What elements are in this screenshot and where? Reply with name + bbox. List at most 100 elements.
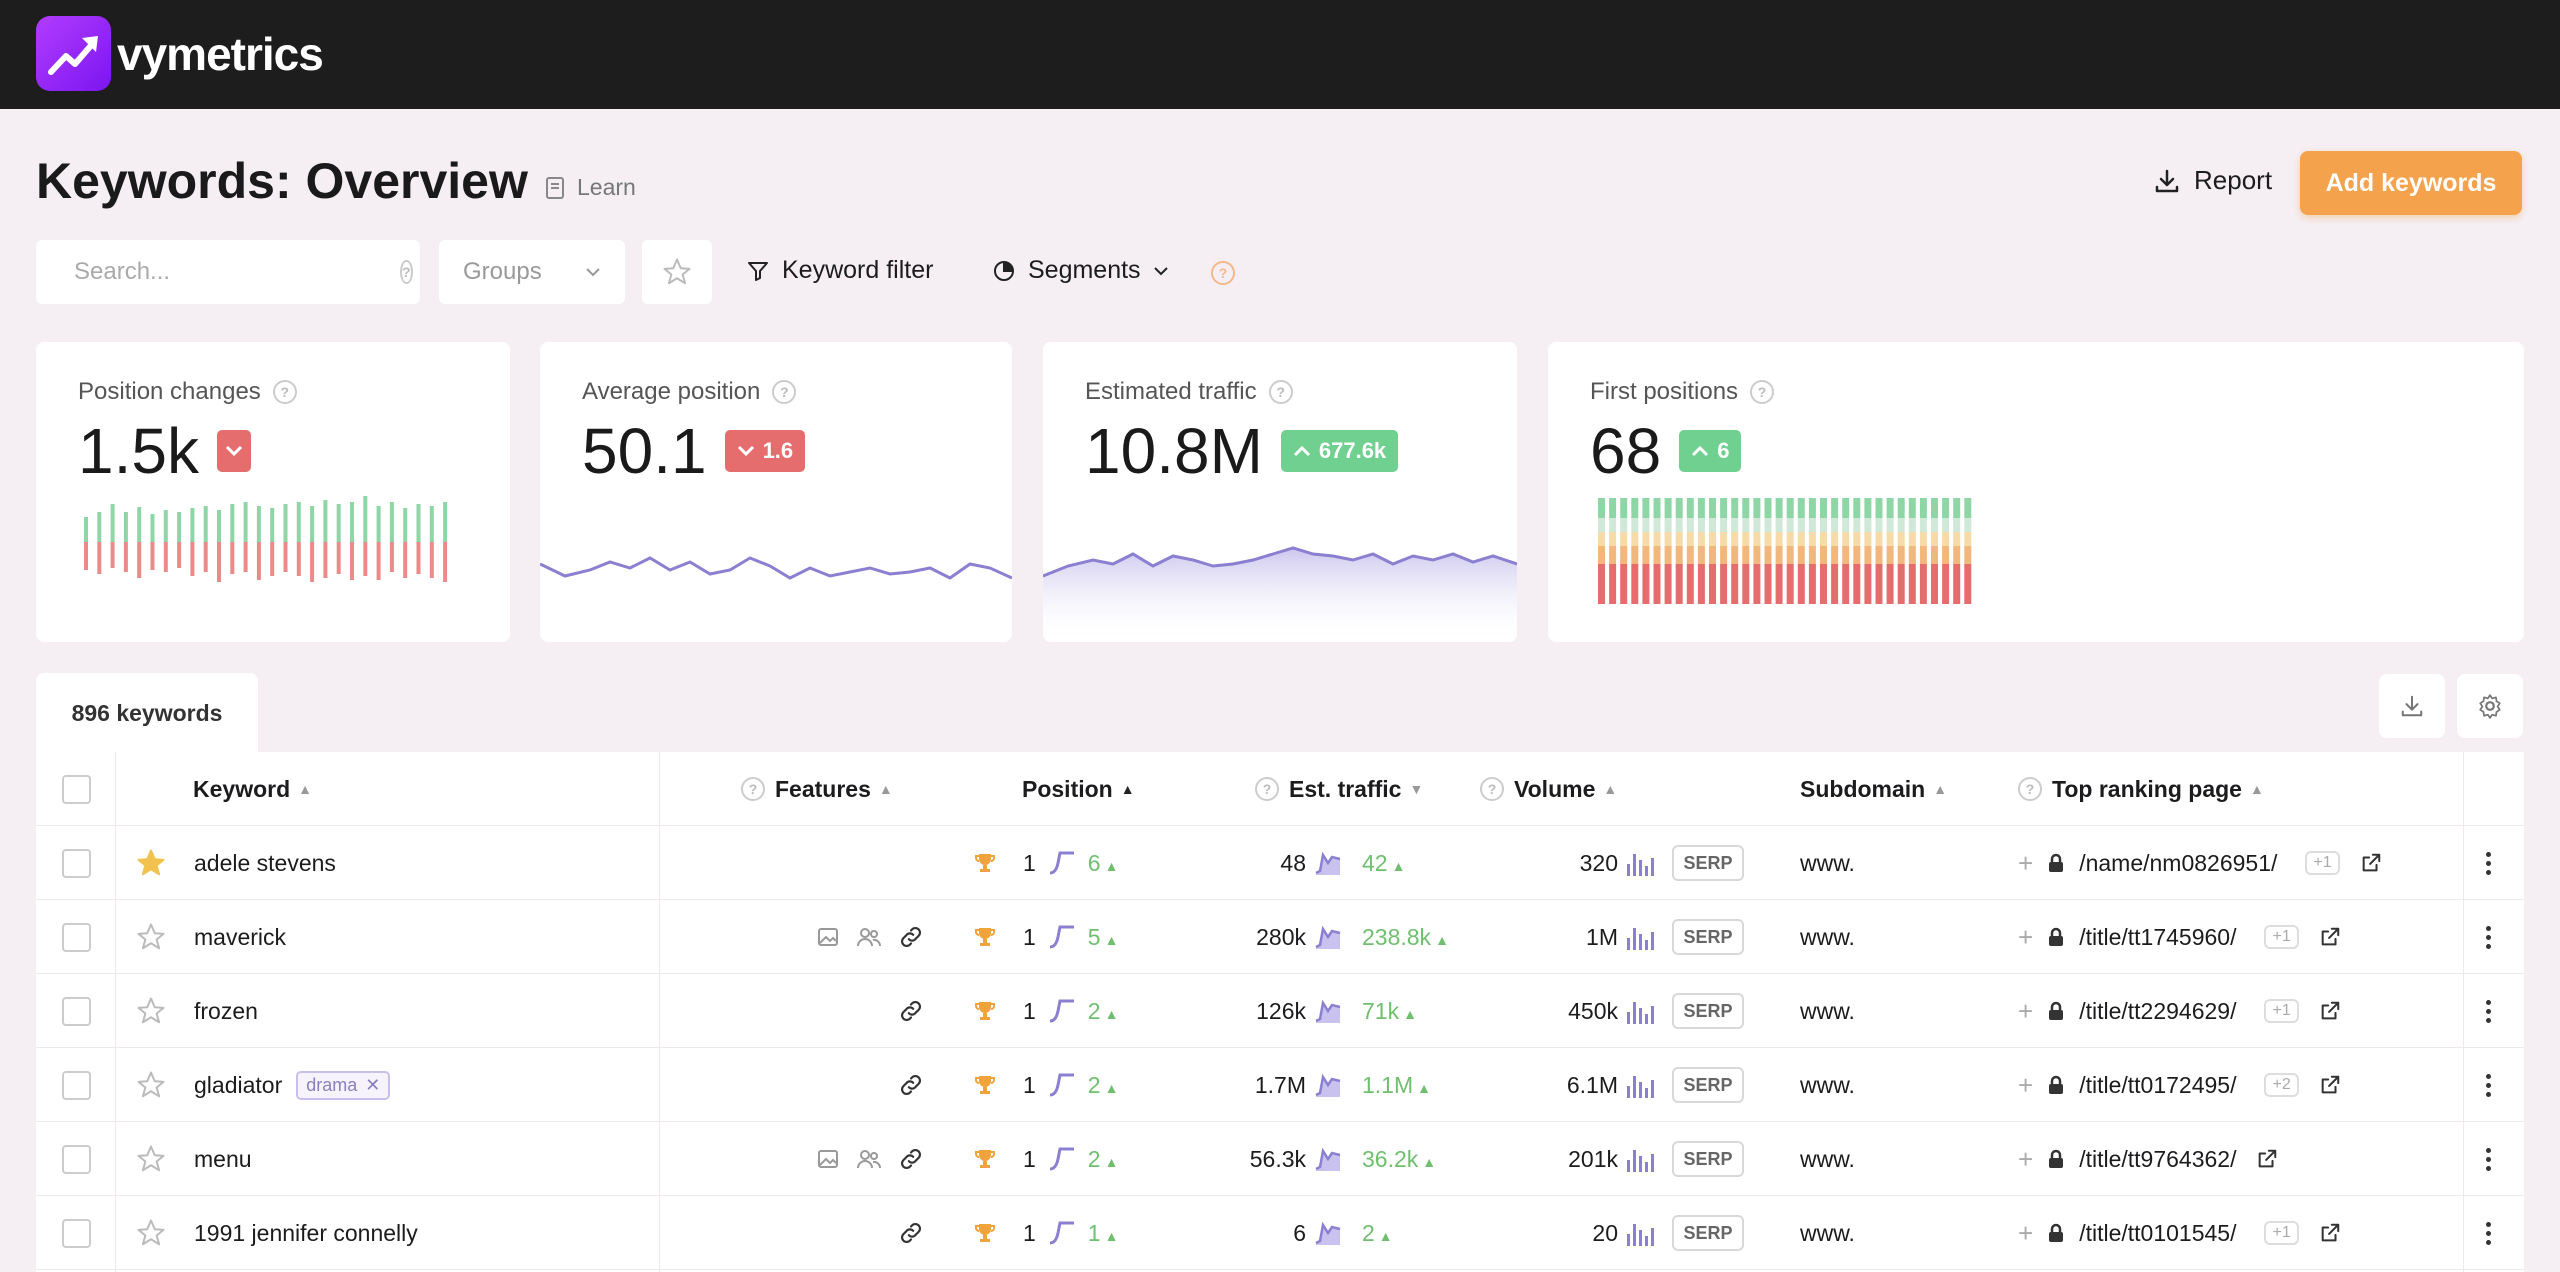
keyword-text[interactable]: frozen	[194, 997, 258, 1024]
serp-button[interactable]: SERP	[1672, 919, 1744, 955]
position-bar-segment	[1620, 546, 1628, 564]
favorites-filter-button[interactable]	[642, 240, 712, 304]
keyword-text[interactable]: maverick	[194, 923, 287, 950]
row-menu-icon[interactable]	[2486, 925, 2491, 949]
position-bar-segment	[1686, 498, 1694, 518]
help-icon[interactable]: ?	[2018, 777, 2042, 801]
column-position[interactable]: Position ▲	[1022, 752, 1135, 826]
keyword-text[interactable]: menu	[194, 1145, 252, 1172]
favorite-toggle[interactable]	[136, 1196, 166, 1270]
help-icon[interactable]: ?	[1480, 777, 1504, 801]
table-row[interactable]: frozen 1 2 ▲ 126k 71k ▲ 450k SERP www. + /title/tt2…	[36, 974, 2524, 1048]
close-icon[interactable]: ✕	[365, 1074, 381, 1095]
select-all-checkbox[interactable]	[62, 774, 91, 804]
column-traffic[interactable]: ? Est. traffic ▼	[1255, 752, 1423, 826]
open-page-button[interactable]	[2360, 852, 2382, 874]
page-link[interactable]: /name/nm0826951/	[2079, 849, 2278, 876]
report-button[interactable]: Report	[2154, 165, 2272, 196]
position-bar-segment	[1742, 546, 1750, 564]
open-page-button[interactable]	[2319, 926, 2341, 948]
plus-icon[interactable]: +	[2018, 1143, 2034, 1174]
open-page-button[interactable]	[2319, 1000, 2341, 1022]
search-help-icon[interactable]: ?	[400, 260, 413, 284]
open-page-button[interactable]	[2319, 1222, 2341, 1244]
help-icon[interactable]: ?	[1268, 380, 1293, 404]
keyword-text[interactable]: 1991 jennifer connelly	[194, 1219, 418, 1246]
table-row[interactable]: gladiator drama ✕ 1 2 ▲ 1.7M 1.1M ▲ 6.1M SERP www. +…	[36, 1048, 2524, 1122]
keyword-tag[interactable]: drama ✕	[296, 1070, 391, 1100]
page-link[interactable]: /title/tt9764362/	[2079, 1145, 2237, 1172]
serp-button[interactable]: SERP	[1672, 1141, 1744, 1177]
row-menu-icon[interactable]	[2486, 1147, 2491, 1171]
page-link[interactable]: /title/tt0101545/	[2079, 1219, 2237, 1246]
favorite-toggle[interactable]	[136, 826, 166, 900]
plus-icon[interactable]: +	[2018, 995, 2034, 1026]
page-link[interactable]: /title/tt2294629/	[2079, 997, 2237, 1024]
segments-dropdown[interactable]: Segments	[992, 256, 1169, 285]
add-keywords-button[interactable]: Add keywords	[2300, 151, 2522, 215]
help-icon[interactable]: ?	[741, 777, 765, 801]
row-menu-icon[interactable]	[2486, 999, 2491, 1023]
help-icon[interactable]: ?	[1255, 777, 1279, 801]
row-checkbox[interactable]	[62, 922, 91, 952]
open-page-button[interactable]	[2256, 1148, 2278, 1170]
extra-pages-badge[interactable]: +1	[2264, 925, 2299, 949]
help-icon[interactable]: ?	[272, 380, 297, 404]
table-row[interactable]: adele stevens 1 6 ▲ 48 42 ▲ 320 SERP www. + /name/n…	[36, 826, 2524, 900]
serp-button[interactable]: SERP	[1672, 845, 1744, 881]
page-link[interactable]: /title/tt0172495/	[2079, 1071, 2237, 1098]
row-checkbox[interactable]	[62, 1218, 91, 1248]
extra-pages-badge[interactable]: +1	[2305, 851, 2340, 875]
position-bar-segment	[1964, 518, 1972, 532]
row-checkbox[interactable]	[62, 848, 91, 878]
plus-icon[interactable]: +	[2018, 921, 2034, 952]
row-menu-icon[interactable]	[2486, 1073, 2491, 1097]
segments-help-icon[interactable]: ?	[1211, 261, 1235, 285]
row-menu-icon[interactable]	[2486, 851, 2491, 875]
row-checkbox[interactable]	[62, 996, 91, 1026]
app-logo[interactable]: vymetrics	[36, 16, 324, 91]
column-label: Keyword	[193, 775, 291, 802]
search-box[interactable]: ?	[36, 240, 420, 304]
extra-pages-badge[interactable]: +1	[2264, 1221, 2299, 1245]
serp-button[interactable]: SERP	[1672, 993, 1744, 1029]
search-input[interactable]	[74, 258, 384, 286]
favorite-toggle[interactable]	[136, 1048, 166, 1122]
row-checkbox[interactable]	[62, 1070, 91, 1100]
extra-pages-badge[interactable]: +1	[2264, 999, 2299, 1023]
keywords-count-tab[interactable]: 896 keywords	[36, 673, 258, 753]
table-row[interactable]: 1991 jennifer connelly 1 1 ▲ 6 2 ▲ 20 SERP www. + /…	[36, 1196, 2524, 1270]
column-features[interactable]: ? Features ▲	[741, 752, 893, 826]
learn-link[interactable]: Learn	[545, 174, 636, 201]
serp-button[interactable]: SERP	[1672, 1215, 1744, 1251]
position-bar-segment	[1919, 546, 1927, 564]
table-row[interactable]: menu 1 2 ▲ 56.3k 36.2k ▲ 201k SERP www. + /title/tt…	[36, 1122, 2524, 1196]
page-link[interactable]: /title/tt1745960/	[2079, 923, 2237, 950]
help-icon[interactable]: ?	[772, 380, 797, 404]
plus-icon[interactable]: +	[2018, 1217, 2034, 1248]
table-row[interactable]: maverick 1 5 ▲ 280k 238.8k ▲ 1M SERP www. + /title/…	[36, 900, 2524, 974]
extra-pages-badge[interactable]: +2	[2264, 1073, 2299, 1097]
help-icon[interactable]: ?	[1750, 380, 1775, 404]
column-top-page[interactable]: ? Top ranking page ▲	[2018, 752, 2264, 826]
groups-select[interactable]: Groups	[439, 240, 625, 304]
table-settings-button[interactable]	[2457, 674, 2523, 738]
column-subdomain[interactable]: Subdomain ▲	[1800, 752, 1947, 826]
keyword-filter-button[interactable]: Keyword filter	[746, 256, 933, 285]
open-page-button[interactable]	[2319, 1074, 2341, 1096]
favorite-toggle[interactable]	[136, 974, 166, 1048]
keyword-text[interactable]: adele stevens	[194, 849, 336, 876]
plus-icon[interactable]: +	[2018, 847, 2034, 878]
row-checkbox[interactable]	[62, 1144, 91, 1174]
column-keyword[interactable]: Keyword ▲	[193, 752, 312, 826]
keyword-text[interactable]: gladiator	[194, 1071, 283, 1098]
export-button[interactable]	[2379, 674, 2445, 738]
plus-icon[interactable]: +	[2018, 1069, 2034, 1100]
column-volume[interactable]: ? Volume ▲	[1480, 752, 1617, 826]
serp-button[interactable]: SERP	[1672, 1067, 1744, 1103]
favorite-toggle[interactable]	[136, 1122, 166, 1196]
row-menu-icon[interactable]	[2486, 1221, 2491, 1245]
favorite-toggle[interactable]	[136, 900, 166, 974]
loss-bar	[336, 542, 341, 574]
position-bar-segment	[1653, 532, 1661, 546]
